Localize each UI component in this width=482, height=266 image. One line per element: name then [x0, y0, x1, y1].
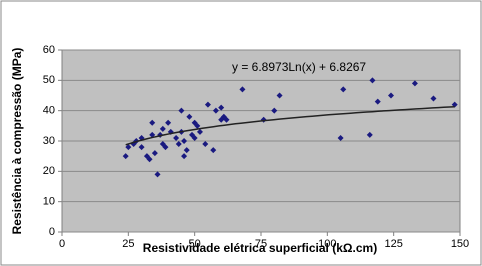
data-point	[175, 141, 182, 148]
data-point	[411, 80, 418, 87]
x-tick-label: 50	[189, 238, 201, 250]
data-point	[366, 131, 373, 138]
data-point	[154, 171, 161, 178]
trendline	[125, 105, 455, 146]
data-point	[122, 153, 129, 160]
trendline-equation: y = 6.8973Ln(x) + 6.8267	[232, 60, 366, 74]
y-tick-label: 0	[49, 226, 55, 238]
data-point	[202, 141, 209, 148]
data-point	[239, 86, 246, 93]
x-tick-label: 75	[255, 238, 267, 250]
data-point	[162, 144, 169, 151]
data-point	[149, 119, 156, 126]
data-point	[223, 116, 230, 123]
data-point	[212, 107, 219, 114]
data-point	[165, 119, 172, 126]
data-point	[125, 144, 132, 151]
data-point	[210, 147, 217, 154]
data-point	[337, 134, 344, 141]
data-point	[388, 92, 395, 99]
data-point	[138, 144, 145, 151]
data-point	[186, 113, 193, 120]
data-point	[173, 134, 180, 141]
y-tick-label: 50	[43, 74, 55, 86]
y-tick-label: 30	[43, 135, 55, 147]
data-point	[218, 104, 225, 111]
data-point	[178, 107, 185, 114]
data-point	[204, 101, 211, 108]
x-axis-title: Resistividade elétrica superficial (kΩ.c…	[143, 241, 377, 255]
data-point	[159, 125, 166, 132]
data-point	[369, 77, 376, 84]
data-point	[146, 156, 153, 163]
data-point	[191, 134, 198, 141]
data-point	[340, 86, 347, 93]
x-tick-label: 100	[318, 238, 336, 250]
data-point	[151, 150, 158, 157]
y-tick-label: 10	[43, 196, 55, 208]
y-tick-label: 20	[43, 165, 55, 177]
data-point	[276, 92, 283, 99]
y-tick-label: 40	[43, 105, 55, 117]
x-tick-label: 150	[451, 238, 469, 250]
data-point	[430, 95, 437, 102]
x-tick-label: 125	[384, 238, 402, 250]
x-tick-label: 25	[122, 238, 134, 250]
data-point	[194, 122, 201, 129]
data-point	[196, 128, 203, 135]
data-point	[181, 153, 188, 160]
data-point	[271, 107, 278, 114]
y-axis-title: Resistência à compressão (MPa)	[10, 48, 24, 235]
data-point	[183, 147, 190, 154]
x-tick-label: 0	[59, 238, 65, 250]
data-point	[181, 138, 188, 144]
data-point	[374, 98, 381, 105]
y-tick-label: 60	[43, 44, 55, 56]
